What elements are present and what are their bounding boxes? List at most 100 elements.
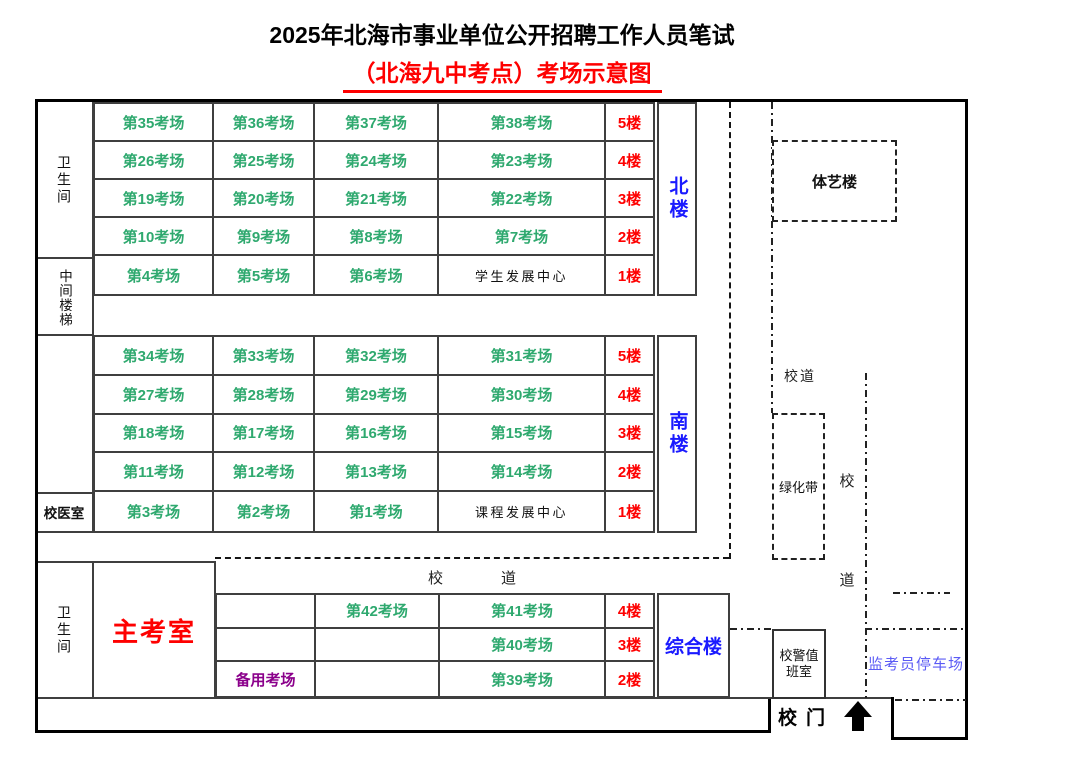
exam-room-cell: 第14考场 xyxy=(439,453,606,493)
exam-room-cell: 第37考场 xyxy=(315,104,439,142)
bottom-block-top-line xyxy=(38,561,215,563)
bottom-block-baseline xyxy=(38,697,891,699)
student-center-cell: 学生发展中心 xyxy=(439,256,606,294)
exam-room-cell: 第30考场 xyxy=(439,375,606,415)
exam-room-cell: 第28考场 xyxy=(214,375,315,415)
campus-road-label-small: 校道 xyxy=(784,368,816,384)
exam-room-cell: 第29考场 xyxy=(315,375,439,415)
exam-room-cell: 第26考场 xyxy=(95,142,214,180)
road-vertical-char-bottom: 道 xyxy=(839,571,855,589)
road-dashdot-seg-upper xyxy=(893,592,950,594)
exam-room-cell: 第6考场 xyxy=(315,256,439,294)
empty-cell xyxy=(217,595,316,629)
exam-room-cell: 第15考场 xyxy=(439,414,606,454)
bottom-building-table: 第42考场 第41考场 4楼 第40考场 3楼 备用考场 第39考场 2楼 xyxy=(215,593,655,698)
road-dashed-line-vertical xyxy=(729,102,731,559)
empty-cell xyxy=(316,628,440,663)
exam-room-cell: 第4考场 xyxy=(95,256,214,294)
floor-label: 3楼 xyxy=(606,629,653,663)
comprehensive-building-label: 综合楼 xyxy=(657,593,730,698)
clinic-label: 校医室 xyxy=(43,506,85,521)
campus-police-duty-room: 校警值班室 xyxy=(772,629,826,699)
middle-stairs-label: 中间楼梯 xyxy=(57,269,72,327)
campus-border-right xyxy=(965,99,968,740)
floor-label: 2楼 xyxy=(606,218,653,256)
side-column-divider-lower xyxy=(92,562,94,698)
floor-label: 4楼 xyxy=(606,595,653,629)
road-dashdot-seg-lower xyxy=(895,699,966,701)
school-gate-label: 校门 xyxy=(777,708,834,729)
exam-room-cell: 第20考场 xyxy=(214,180,315,218)
road-char: 校 xyxy=(427,570,443,587)
exam-room-cell: 第23考场 xyxy=(439,142,606,180)
exam-room-cell: 第7考场 xyxy=(439,218,606,256)
floor-label: 2楼 xyxy=(606,453,653,493)
exam-room-cell: 第18考场 xyxy=(95,414,214,454)
toilet-label-north: 卫生间 xyxy=(56,154,72,206)
gate-post-right xyxy=(891,697,894,740)
exam-room-cell: 第32考场 xyxy=(315,337,439,376)
campus-border-top xyxy=(35,99,968,102)
empty-cell xyxy=(316,662,440,696)
toilet-label-bottom: 卫生间 xyxy=(56,604,72,656)
exam-room-cell: 第21考场 xyxy=(315,180,439,218)
page-title: 2025年北海市事业单位公开招聘工作人员笔试 xyxy=(269,22,735,48)
exam-room-cell: 第8考场 xyxy=(315,218,439,256)
gate-arrow-icon xyxy=(844,701,872,732)
gate-post-left xyxy=(768,697,771,733)
exam-room-cell: 第13考场 xyxy=(315,453,439,493)
campus-border-bottom-right xyxy=(891,737,968,740)
exam-room-cell: 第34考场 xyxy=(95,337,214,376)
south-building-label: 南楼 xyxy=(657,335,697,533)
side-column-divider-upper xyxy=(92,102,94,533)
campus-road-row: 校 道 xyxy=(215,564,729,591)
south-block-top-left-line xyxy=(38,334,92,336)
clinic-top-line xyxy=(38,492,92,494)
page-subtitle: （北海九中考点）考场示意图 xyxy=(0,54,1004,93)
exam-room-cell: 第33考场 xyxy=(214,337,315,376)
road-dashdot-line-right xyxy=(865,373,867,698)
exam-room-cell: 第16考场 xyxy=(315,414,439,454)
empty-cell xyxy=(217,628,316,663)
exam-room-cell: 第22考场 xyxy=(439,180,606,218)
exam-room-cell: 第19考场 xyxy=(95,180,214,218)
road-vertical-char-top: 校 xyxy=(839,472,855,490)
north-building-table: 第35考场 第36考场 第37考场 第38考场 5楼 第26考场 第25考场 第… xyxy=(93,102,655,296)
exam-room-cell: 第1考场 xyxy=(315,492,439,531)
floor-label: 1楼 xyxy=(617,504,642,522)
floor-label: 5楼 xyxy=(606,104,653,142)
sports-arts-building: 体艺楼 xyxy=(772,140,897,222)
floor-label: 5楼 xyxy=(606,337,653,376)
exam-room-cell: 第27考场 xyxy=(95,375,214,415)
exam-room-cell: 第38考场 xyxy=(439,104,606,142)
campus-border-left xyxy=(35,99,38,733)
floor-label: 3楼 xyxy=(606,415,653,454)
exam-room-cell: 第9考场 xyxy=(214,218,315,256)
floor-label: 4楼 xyxy=(606,376,653,415)
north-building-label: 北楼 xyxy=(657,102,697,296)
exam-room-cell: 第17考场 xyxy=(214,414,315,454)
page-subtitle-text: （北海九中考点）考场示意图 xyxy=(342,54,662,93)
exam-room-cell: 第10考场 xyxy=(95,218,214,256)
exam-room-cell: 第25考场 xyxy=(214,142,315,180)
road-dashdot-line-left xyxy=(771,102,773,413)
exam-room-cell: 第41考场 xyxy=(440,595,606,629)
toilet-stairs-divider xyxy=(38,257,92,259)
course-center-cell: 课程发展中心 xyxy=(439,492,606,531)
green-belt: 绿化带 xyxy=(772,413,825,560)
floor-label: 4楼 xyxy=(606,142,653,180)
floor-label: 2楼 xyxy=(617,671,642,689)
exam-room-cell: 第40考场 xyxy=(440,628,606,663)
exam-room-cell: 第35考场 xyxy=(95,104,214,142)
road-char: 道 xyxy=(501,570,517,587)
exam-room-cell: 第12考场 xyxy=(214,453,315,493)
road-dashdot-seg-middle xyxy=(865,628,966,630)
south-building-table: 第34考场 第33考场 第32考场 第31考场 5楼 第27考场 第28考场 第… xyxy=(93,335,655,533)
exam-room-cell: 第24考场 xyxy=(315,142,439,180)
exam-room-cell: 第11考场 xyxy=(95,453,214,493)
exam-room-cell: 第36考场 xyxy=(214,104,315,142)
road-dashed-line-horizontal xyxy=(215,557,729,559)
exam-room-cell: 第5考场 xyxy=(214,256,315,294)
exam-room-cell: 第42考场 xyxy=(316,595,440,629)
